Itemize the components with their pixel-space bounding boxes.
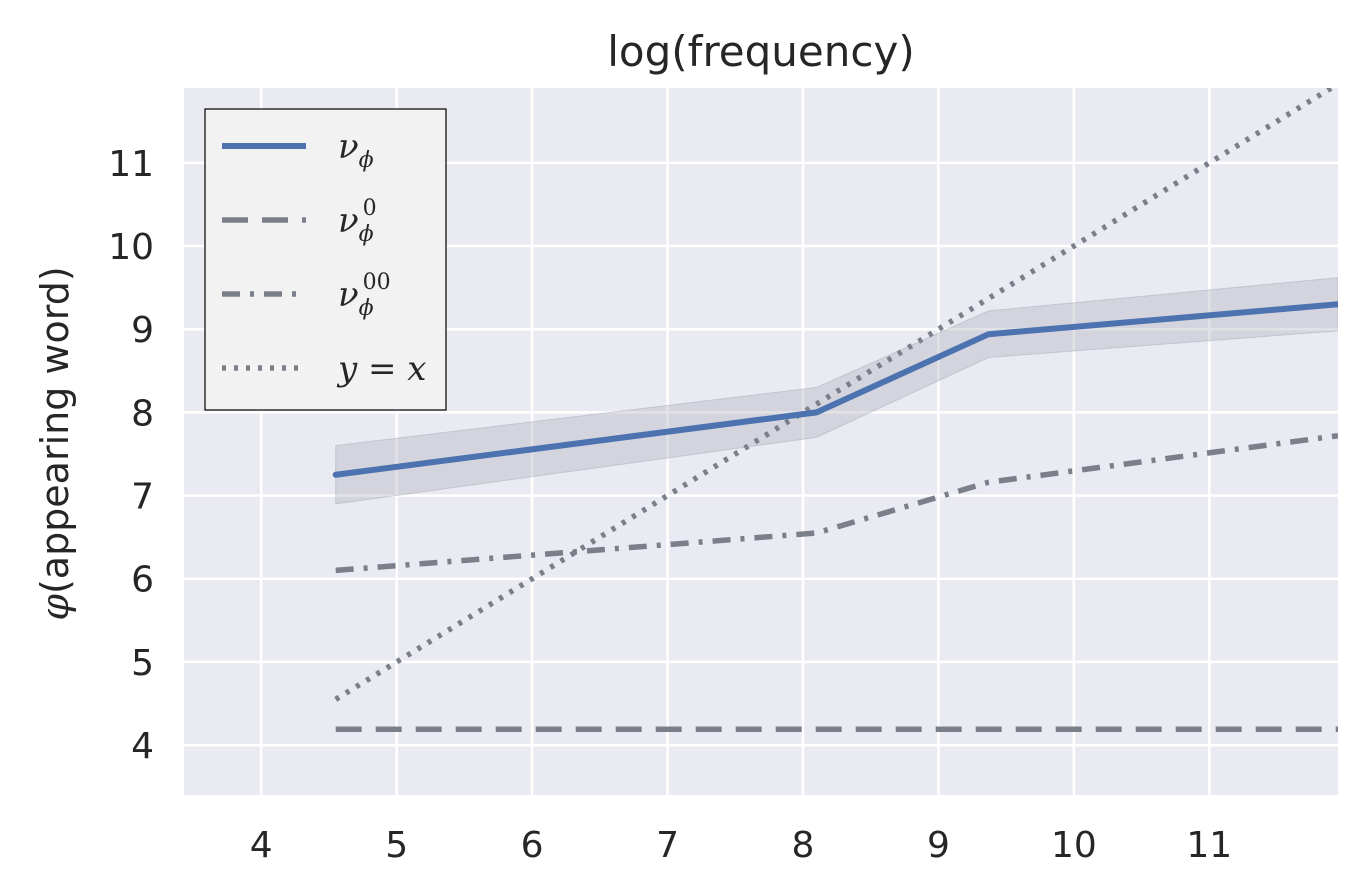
legend-label-nu_phi: νϕ <box>338 127 374 173</box>
x-tick-label: 5 <box>385 825 408 866</box>
series-line-y_eq_x <box>334 88 1337 702</box>
y-tick-label: 11 <box>108 144 154 185</box>
y-axis-label: φ(appearing word) <box>33 266 77 620</box>
legend: νϕ νϕ0 νϕ00 y = x <box>204 108 447 411</box>
chart-title: log(frequency) <box>607 27 914 76</box>
legend-label-nu_phi_0: νϕ0 <box>338 196 377 247</box>
y-tick-label: 4 <box>131 726 154 767</box>
series-lines <box>332 88 1338 733</box>
x-tick-label: 6 <box>521 825 544 866</box>
legend-label-nu_phi_00: νϕ00 <box>338 270 391 321</box>
y-tick-label: 6 <box>131 560 154 601</box>
y-tick-label: 8 <box>131 393 154 434</box>
x-tick-label: 9 <box>927 825 950 866</box>
x-tick-label: 8 <box>792 825 815 866</box>
x-tick-label: 10 <box>1051 825 1097 866</box>
grid-lines <box>184 88 1338 795</box>
legend-box <box>204 108 447 411</box>
tick-labels: 4 5 6 7 8 9 10 11 4 5 6 7 8 9 10 11 <box>108 144 1232 866</box>
y-tick-label: 7 <box>131 477 154 518</box>
series-line-nu_phi_00 <box>335 432 1338 574</box>
svg-text:φ(appearing word): φ(appearing word) <box>33 266 77 620</box>
x-tick-label: 4 <box>250 825 273 866</box>
y-tick-label: 5 <box>131 643 154 684</box>
x-tick-label: 11 <box>1186 825 1232 866</box>
x-tick-label: 7 <box>656 825 679 866</box>
y-tick-label: 10 <box>108 227 154 268</box>
y-axis-label-text: (appearing word) <box>33 266 77 594</box>
series-line-nu_phi <box>332 301 1338 478</box>
y-tick-label: 9 <box>131 310 154 351</box>
legend-label-y_eq_x: y = x <box>336 349 427 389</box>
y-axis-label-symbol: φ <box>33 594 77 621</box>
